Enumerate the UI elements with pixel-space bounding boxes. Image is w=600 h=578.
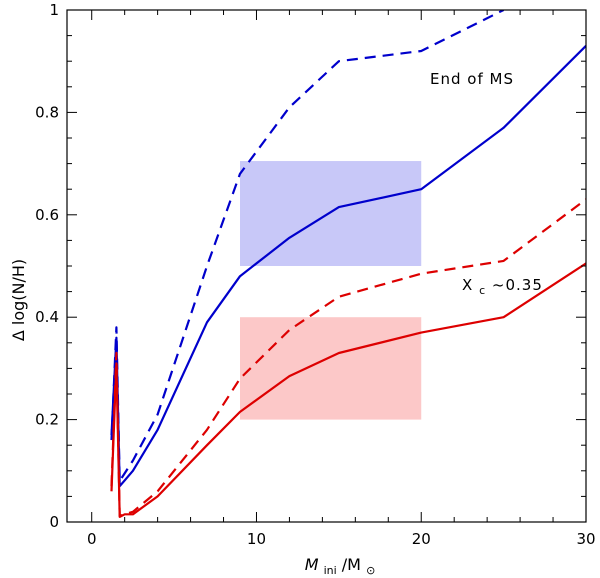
x-tick-label: 10: [247, 530, 266, 548]
annotation-xc: X c ~0.35: [462, 276, 543, 298]
x-tick-label: 20: [412, 530, 431, 548]
y-tick-label: 0.4: [35, 308, 59, 326]
x-tick-label: 30: [576, 530, 595, 548]
series-lines: [110, 10, 586, 519]
x-axis-title-sub: ini: [324, 564, 337, 577]
x-axis-title-sun: ⊙: [366, 564, 375, 577]
annotation-xc-rest: ~0.35: [492, 276, 543, 294]
red-dashed-xc-035: [110, 198, 586, 518]
red-observed-region: [240, 317, 422, 420]
x-axis-title-slash: /M: [342, 555, 361, 574]
x-tick-label: 0: [87, 530, 97, 548]
shaded-regions: [240, 161, 422, 420]
y-tick-label: 1: [49, 1, 59, 19]
y-tick-label: 0: [49, 513, 59, 531]
annotation-end-of-ms: End of MS: [430, 70, 514, 88]
x-axis-title-main: M: [305, 555, 319, 574]
x-axis-title: M ini /M ⊙: [305, 555, 376, 578]
y-tick-label: 0.8: [35, 103, 59, 121]
blue-dashed-end-of-ms: [110, 10, 505, 483]
y-tick-label: 0.6: [35, 206, 59, 224]
y-tick-label: 0.2: [35, 411, 59, 429]
y-axis-title: Δ log(N/H): [9, 259, 28, 341]
annotation-xc-sub: c: [479, 284, 486, 297]
annotation-xc-main: X: [462, 276, 473, 294]
axis-ticks: 0 10 20 30 0 0.2 0.4 0.6 0.8 1: [35, 1, 595, 548]
